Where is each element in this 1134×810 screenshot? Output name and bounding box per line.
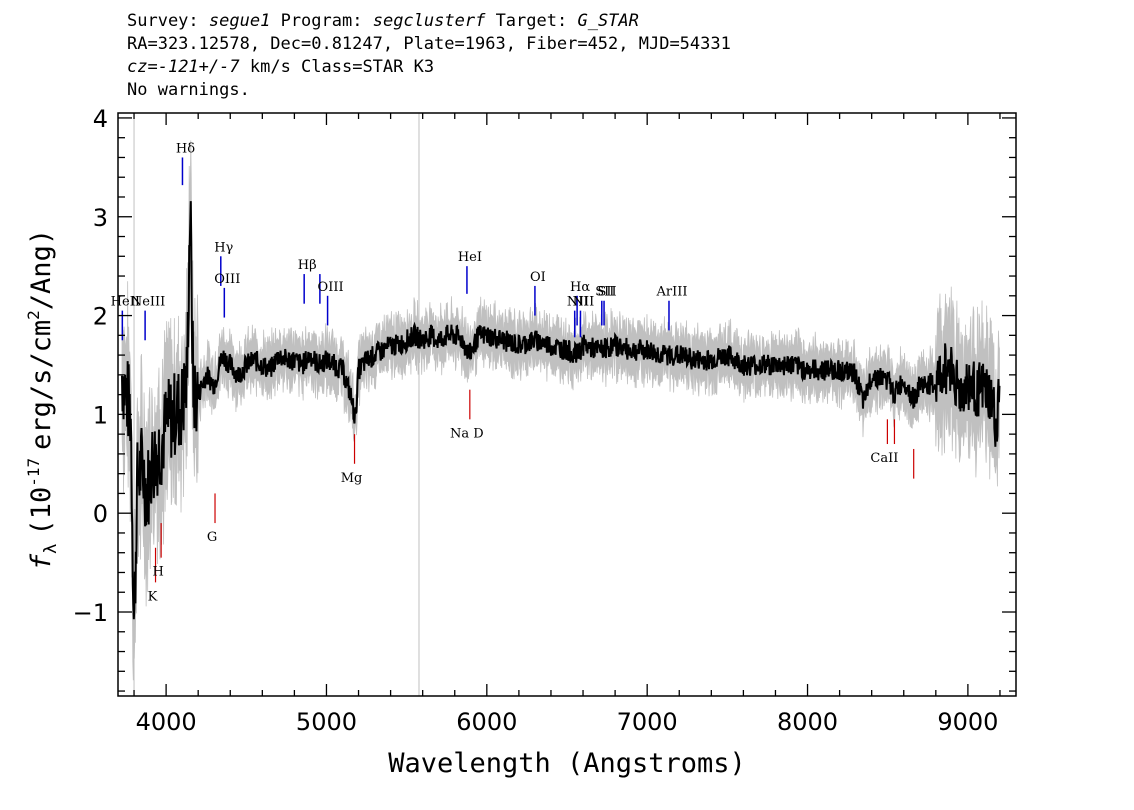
emission-line-label: Hβ xyxy=(298,258,317,273)
emission-line-label: SII xyxy=(597,285,616,300)
y-tick-label: 2 xyxy=(93,303,108,331)
y-axis-exponent: -17 xyxy=(24,458,43,487)
emission-line-label: ArIII xyxy=(655,285,687,300)
error-band xyxy=(121,140,1000,681)
y-axis-exponent-2: 2 xyxy=(24,310,43,320)
program-value: segclusterf xyxy=(372,11,486,31)
y-axis-ticks: −1 0 1 2 3 4 xyxy=(73,105,1016,692)
y-axis-subscript: λ xyxy=(41,544,61,554)
y-axis-title: fλ (10-17 erg/s/cm2/Ang) xyxy=(24,229,61,570)
y-tick-label: 3 xyxy=(93,204,108,232)
y-axis-units: erg/s/cm xyxy=(26,320,57,450)
emission-line-label: SII xyxy=(595,285,614,300)
emission-line-label: HeI xyxy=(458,250,482,265)
plot-frame xyxy=(117,112,1017,697)
absorption-line-label: CaII xyxy=(870,451,898,466)
absorption-line-label: H xyxy=(152,565,163,580)
emission-line-label: NII xyxy=(573,295,595,310)
x-tick-label: 8000 xyxy=(777,708,838,736)
absorption-line-label: Mg xyxy=(341,471,363,486)
emission-line-label: Hα xyxy=(570,280,590,295)
x-tick-label: 4000 xyxy=(136,708,197,736)
line-markers: HeIINeIIIHδHγOIIIHβOIIIHeIOINIIHαNIISIIS… xyxy=(111,141,915,604)
header-line-1: Survey: segue1 Program: segclusterf Targ… xyxy=(127,10,731,33)
emission-line-label: Hγ xyxy=(214,240,233,255)
y-tick-label: 1 xyxy=(93,401,108,429)
error-band-series xyxy=(121,140,1000,681)
spectrum-header: Survey: segue1 Program: segclusterf Targ… xyxy=(127,10,731,102)
cz-value: -121+/-7 xyxy=(157,57,240,77)
target-value: G_STAR xyxy=(577,11,639,31)
x-tick-label: 6000 xyxy=(456,708,517,736)
y-tick-label: 0 xyxy=(93,500,108,528)
target-label: Target: xyxy=(495,11,568,31)
y-tick-label: 4 xyxy=(93,105,108,133)
class-info: km/s Class=STAR K3 xyxy=(249,57,435,77)
survey-label: Survey: xyxy=(127,11,199,31)
absorption-line-label: G xyxy=(207,530,217,545)
x-axis-ticks: 4000 5000 6000 7000 8000 9000 xyxy=(133,113,1001,736)
y-axis-symbol: f xyxy=(26,553,57,570)
emission-line-label: OIII xyxy=(214,272,240,287)
emission-line-label: OI xyxy=(530,270,546,285)
program-label: Program: xyxy=(280,11,363,31)
cz-label: cz= xyxy=(127,57,158,77)
absorption-line-label: K xyxy=(148,589,158,604)
header-line-2: RA=323.12578, Dec=0.81247, Plate=1963, F… xyxy=(127,34,731,54)
x-tick-label: 7000 xyxy=(617,708,678,736)
emission-line-label: OIII xyxy=(318,280,344,295)
header-line-3: cz=-121+/-7 km/s Class=STAR K3 xyxy=(127,56,731,79)
flux-line xyxy=(121,201,1001,620)
y-axis-units-open: (10 xyxy=(26,487,57,536)
x-tick-label: 5000 xyxy=(296,708,357,736)
emission-line-label: NeIII xyxy=(131,295,165,310)
absorption-line-label: Na D xyxy=(450,426,484,441)
y-tick-label: −1 xyxy=(73,599,108,627)
y-axis-units-tail: /Ang) xyxy=(26,229,57,310)
header-line-4: No warnings. xyxy=(127,80,250,100)
x-tick-label: 9000 xyxy=(937,708,998,736)
survey-value: segue1 xyxy=(208,11,271,31)
x-axis-title: Wavelength (Angstroms) xyxy=(388,748,746,779)
emission-line-label: Hδ xyxy=(176,141,195,156)
flux-series xyxy=(121,201,1001,620)
